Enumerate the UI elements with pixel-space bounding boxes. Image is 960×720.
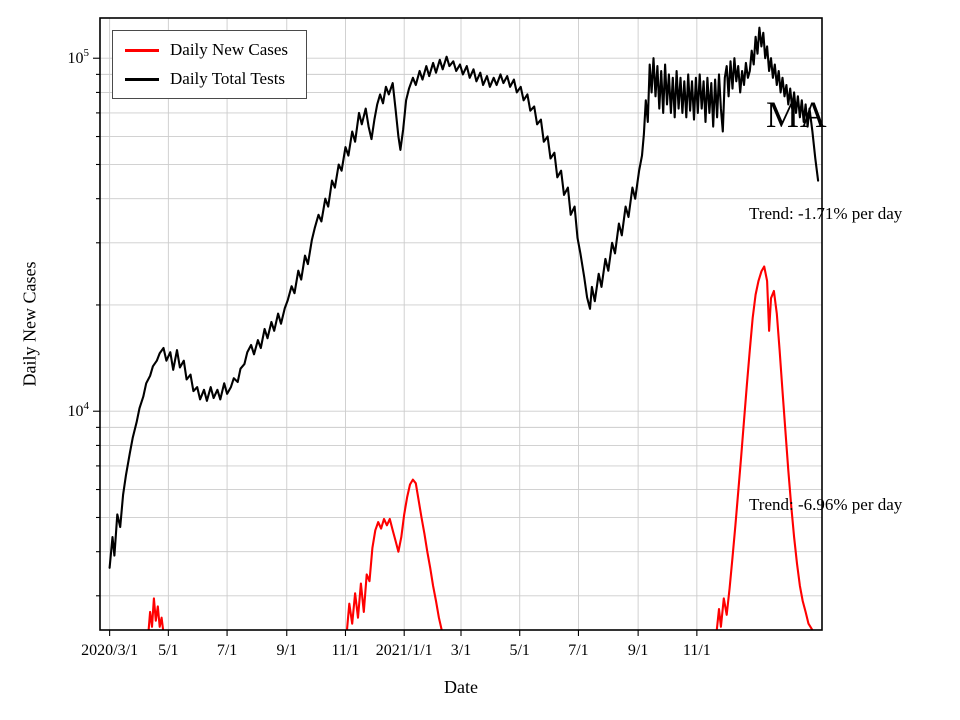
x-tick-label: 9/1 <box>277 642 297 659</box>
x-axis-label: Date <box>444 677 478 697</box>
x-tick-label: 11/1 <box>683 642 711 659</box>
legend-label: Daily Total Tests <box>170 68 286 88</box>
legend-label: Daily New Cases <box>170 40 289 59</box>
x-tick-label: 7/1 <box>568 642 588 659</box>
y-tick-label: 105 <box>68 47 90 67</box>
trend-annotation-cases: Trend: -6.96% per day <box>749 495 903 514</box>
x-tick-label: 2020/3/1 <box>81 642 138 659</box>
legend-line-swatch-black <box>125 77 159 81</box>
line-daily-total-tests <box>108 26 820 569</box>
x-tick-label: 9/1 <box>628 642 648 659</box>
legend-item: Daily New Cases <box>125 40 289 60</box>
line-daily-new-cases <box>715 265 814 630</box>
tick-labels: 2020/3/1 5/1 7/1 9/1 11/1 2021/1/1 3/1 5/1 7/1 9/… <box>68 47 711 659</box>
legend: Daily New Cases Daily Total Tests <box>112 30 308 100</box>
state-annotation: MA <box>766 95 828 136</box>
trend-annotation-tests: Trend: -1.71% per day <box>749 204 903 223</box>
x-tick-label: 3/1 <box>451 642 471 659</box>
axis-ticks <box>93 57 698 636</box>
y-tick-label: 104 <box>68 400 90 420</box>
legend-line-swatch-red <box>125 48 159 52</box>
line-daily-new-cases <box>147 597 165 630</box>
line-daily-new-cases <box>345 478 443 630</box>
x-tick-label: 5/1 <box>158 642 178 659</box>
x-tick-label: 11/1 <box>332 642 360 659</box>
y-axis-label: Daily New Cases <box>19 261 40 387</box>
series-lines <box>108 26 820 630</box>
legend-item: Daily Total Tests <box>125 68 288 89</box>
x-tick-label: 2021/1/1 <box>376 642 433 659</box>
x-tick-label: 5/1 <box>509 642 529 659</box>
x-tick-label: 7/1 <box>217 642 237 659</box>
